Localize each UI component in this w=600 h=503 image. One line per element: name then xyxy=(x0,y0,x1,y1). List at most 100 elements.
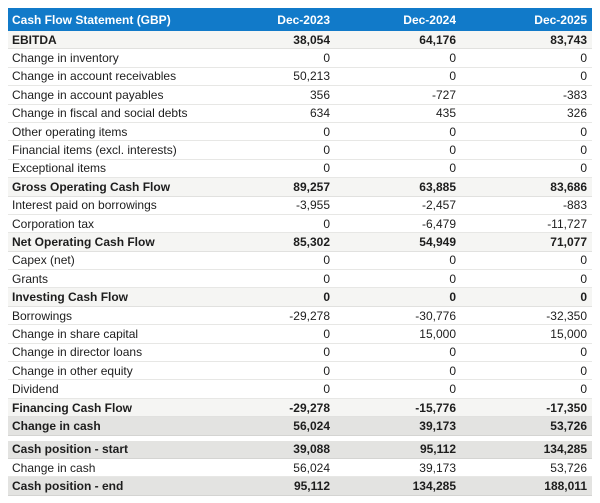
cash-flow-statement-table: Cash Flow Statement (GBP) Dec-2023 Dec-2… xyxy=(8,8,592,496)
row-value: -383 xyxy=(562,87,587,102)
row-value: 634 xyxy=(309,106,330,121)
row-value: 0 xyxy=(323,161,330,176)
row-value: 0 xyxy=(323,290,330,305)
row-value: 0 xyxy=(449,143,456,158)
row-value: 95,112 xyxy=(293,479,330,494)
row-value: -29,278 xyxy=(289,308,330,323)
row-label: Other operating items xyxy=(12,124,128,139)
row-value: 134,285 xyxy=(543,442,587,457)
row-label: Change in account receivables xyxy=(12,69,177,84)
table-row: Interest paid on borrowings -3,955 -2,45… xyxy=(8,196,592,215)
row-value: 15,000 xyxy=(550,326,587,341)
row-label: Change in fiscal and social debts xyxy=(12,106,188,121)
row-label: Financing Cash Flow xyxy=(12,400,133,415)
row-value: -11,727 xyxy=(547,216,587,231)
table-row: Change in fiscal and social debts 634 43… xyxy=(8,104,592,123)
table-row: Financial items (excl. interests) 0 0 0 xyxy=(8,141,592,160)
row-value: 50,213 xyxy=(293,69,330,84)
row-value: 53,726 xyxy=(550,460,587,475)
row-value: 54,949 xyxy=(419,234,456,249)
row-value: 63,885 xyxy=(419,179,456,194)
row-value: 0 xyxy=(449,51,456,66)
table-row: Change in director loans 0 0 0 xyxy=(8,343,592,363)
row-value: -2,457 xyxy=(421,198,456,213)
row-value: 0 xyxy=(580,345,587,360)
row-value: 56,024 xyxy=(293,418,330,433)
row-value: 15,000 xyxy=(419,326,456,341)
row-value: 83,686 xyxy=(550,179,587,194)
row-value: 85,302 xyxy=(293,234,330,249)
row-label: Interest paid on borrowings xyxy=(12,198,157,213)
table-row: Financing Cash Flow -29,278 -15,776 -17,… xyxy=(8,398,592,418)
table-row: Borrowings -29,278 -30,776 -32,350 xyxy=(8,306,592,326)
row-value: 0 xyxy=(580,271,587,286)
row-value: 0 xyxy=(449,363,456,378)
row-value: 0 xyxy=(580,69,587,84)
row-label: Cash position - start xyxy=(12,442,129,457)
row-label: Financial items (excl. interests) xyxy=(12,143,177,158)
table-row: Other operating items 0 0 0 xyxy=(8,122,592,142)
row-value: -29,278 xyxy=(289,400,330,415)
table-title: Cash Flow Statement (GBP) xyxy=(12,12,171,27)
row-value: -15,776 xyxy=(415,400,456,415)
row-value: 0 xyxy=(580,363,587,378)
table-row: Grants 0 0 0 xyxy=(8,270,592,289)
row-label: Gross Operating Cash Flow xyxy=(12,179,171,194)
row-value: 356 xyxy=(309,87,330,102)
row-value: 38,054 xyxy=(293,32,330,47)
row-value: 134,285 xyxy=(412,479,456,494)
row-value: 0 xyxy=(449,290,456,305)
row-value: -727 xyxy=(431,87,456,102)
row-value: 0 xyxy=(580,382,587,397)
row-label: Grants xyxy=(12,271,49,286)
row-label: Change in director loans xyxy=(12,345,143,360)
row-value: -3,955 xyxy=(295,198,330,213)
row-value: 56,024 xyxy=(293,460,330,475)
row-label: Net Operating Cash Flow xyxy=(12,234,155,249)
table-row: Capex (net) 0 0 0 xyxy=(8,251,592,271)
row-value: 0 xyxy=(580,161,587,176)
table-row: Change in inventory 0 0 0 xyxy=(8,49,592,68)
row-value: 39,173 xyxy=(419,460,456,475)
row-value: 0 xyxy=(580,124,587,139)
row-value: 71,077 xyxy=(550,234,587,249)
row-label: Dividend xyxy=(12,382,59,397)
row-label: Change in cash xyxy=(12,418,101,433)
row-value: -883 xyxy=(562,198,587,213)
row-value: 0 xyxy=(323,124,330,139)
row-label: Change in other equity xyxy=(12,363,133,378)
row-value: 0 xyxy=(580,51,587,66)
row-value: 0 xyxy=(449,253,456,268)
row-value: 0 xyxy=(449,69,456,84)
row-value: 83,743 xyxy=(550,32,587,47)
row-value: 0 xyxy=(580,253,587,268)
table-body: EBITDA 38,054 64,176 83,743 Change in in… xyxy=(8,31,592,496)
row-value: 0 xyxy=(323,216,330,231)
row-value: -6,479 xyxy=(421,216,456,231)
row-value: 0 xyxy=(323,143,330,158)
row-value: 0 xyxy=(449,345,456,360)
table-row: Dividend 0 0 0 xyxy=(8,380,592,399)
row-value: 39,088 xyxy=(293,442,330,457)
table-row: Cash position - start 39,088 95,112 134,… xyxy=(8,440,592,459)
row-value: 0 xyxy=(449,382,456,397)
row-value: 188,011 xyxy=(544,479,587,494)
row-label: Exceptional items xyxy=(12,161,107,176)
column-header-dec-2024: Dec-2024 xyxy=(403,12,456,27)
row-value: 0 xyxy=(449,271,456,286)
table-row: Investing Cash Flow 0 0 0 xyxy=(8,288,592,307)
row-label: Corporation tax xyxy=(12,216,95,231)
table-row: Change in other equity 0 0 0 xyxy=(8,362,592,381)
table-row: Exceptional items 0 0 0 xyxy=(8,159,592,179)
table-row: Change in cash 56,024 39,173 53,726 xyxy=(8,458,592,478)
row-value: 0 xyxy=(323,345,330,360)
row-value: 89,257 xyxy=(293,179,330,194)
row-value: 326 xyxy=(566,106,587,121)
row-label: EBITDA xyxy=(12,32,57,47)
row-label: Borrowings xyxy=(12,308,73,323)
row-value: -32,350 xyxy=(546,308,587,323)
row-label: Change in cash xyxy=(12,460,96,475)
row-value: 64,176 xyxy=(419,32,456,47)
row-value: 0 xyxy=(580,143,587,158)
row-value: 39,173 xyxy=(419,418,456,433)
